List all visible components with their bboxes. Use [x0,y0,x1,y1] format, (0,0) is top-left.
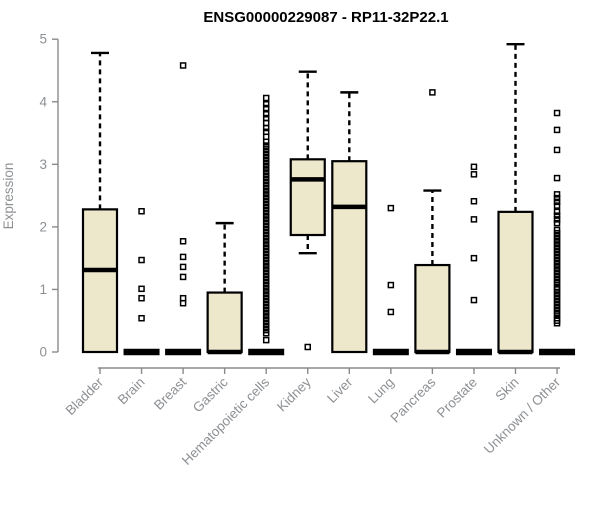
outlier-unknown-other-0 [553,109,561,117]
outlier-hematopoietic-cells-5 [262,119,270,127]
outlier-unknown-other-3 [553,174,561,182]
x-tick-label-pancreas: Pancreas [388,374,439,425]
y-tick-label-2: 2 [39,219,47,234]
outlier-brain-4 [138,314,145,322]
y-axis-label: Expression [1,163,16,230]
outlier-hematopoietic-cells-3 [262,111,270,118]
outlier-brain-2 [138,285,145,293]
box-liver [331,160,368,354]
x-tick-label-liver: Liver [324,374,356,406]
outlier-hematopoietic-cells-70 [262,329,270,337]
chart-title: ENSG00000229087 - RP11-32P22.1 [203,9,448,26]
outlier-brain-1 [138,256,145,264]
boxplot-liver [331,91,368,354]
x-tick-label-prostate: Prostate [434,375,480,421]
x-tick-label-kidney: Kidney [274,374,314,414]
outlier-lung-1 [387,281,395,289]
outlier-breast-4 [179,273,187,281]
outlier-brain-0 [138,207,145,215]
y-tick-label-0: 0 [39,345,47,360]
outlier-prostate-1 [470,171,478,178]
x-tick-label-lung: Lung [365,375,397,407]
x-tick-label-skin: Skin [492,375,521,404]
boxplot-bladder [81,51,119,354]
y-tick-label-1: 1 [39,282,47,297]
outlier-pancreas-0 [429,89,436,96]
outlier-hematopoietic-cells-4 [262,114,270,122]
box-kidney [289,158,326,237]
box-skin [497,210,534,354]
outlier-breast-5 [179,294,187,302]
flat-box-lung [372,348,409,356]
outlier-breast-2 [179,253,187,261]
outlier-unknown-other-10 [553,216,561,223]
y-tick-label-4: 4 [39,94,47,109]
outlier-unknown-other-8 [553,208,561,216]
outlier-hematopoietic-cells-9 [262,138,270,146]
box-marks [81,43,576,356]
boxplot-skin [497,43,534,355]
outlier-hematopoietic-cells-0 [262,94,270,102]
outlier-breast-1 [179,238,187,245]
outlier-unknown-other-9 [553,212,561,219]
box-bladder [81,208,119,354]
box-gastric [206,291,243,354]
outlier-prostate-5 [470,296,478,304]
outlier-breast-0 [179,62,187,69]
boxplot-lung [372,204,409,356]
outlier-breast-3 [179,263,187,271]
outlier-unknown-other-6 [553,198,561,206]
outlier-lung-2 [387,308,395,316]
outlier-unknown-other-7 [553,202,561,209]
outlier-unknown-other-1 [553,126,561,134]
outlier-lung-0 [387,204,395,212]
outlier-unknown-other-11 [553,219,561,227]
box-pancreas [414,263,451,354]
outlier-unknown-other-2 [553,146,561,154]
x-tick-label-brain: Brain [115,375,148,408]
outlier-unknown-other-4 [553,191,561,198]
x-tick-label-bladder: Bladder [63,374,107,418]
outlier-kidney-0 [304,343,311,351]
outlier-prostate-0 [470,163,478,171]
boxplot-kidney [289,70,326,351]
outlier-prostate-4 [470,254,478,262]
boxplot-pancreas [414,89,451,355]
boxplot-prostate [455,163,492,356]
y-tick-label-5: 5 [39,32,47,47]
x-tick-label-unknown-other: Unknown / Other [481,374,564,457]
outlier-unknown-other-39 [553,311,561,318]
outlier-hematopoietic-cells-6 [262,124,270,132]
flat-box-brain [123,348,160,356]
outlier-hematopoietic-cells-71 [262,336,270,344]
y-tick-label-3: 3 [39,157,47,172]
outlier-hematopoietic-cells-7 [262,128,270,136]
outlier-prostate-3 [470,216,478,223]
boxplot-gastric [206,221,243,355]
outlier-hematopoietic-cells-2 [262,104,270,112]
boxplot-brain [123,207,160,356]
flat-box-hematopoietic-cells [248,348,285,356]
outlier-unknown-other-5 [553,194,561,202]
outlier-unknown-other-29 [553,279,561,287]
boxplot-unknown-other [539,109,576,356]
outlier-prostate-2 [470,197,478,205]
x-tick-label-breast: Breast [151,374,189,412]
boxplot-breast [165,62,202,356]
flat-box-breast [165,348,202,356]
outlier-hematopoietic-cells-1 [262,101,270,108]
x-tick-label-gastric: Gastric [190,374,231,415]
flat-box-unknown-other [539,348,576,356]
flat-box-prostate [455,348,492,356]
outlier-hematopoietic-cells-8 [262,133,270,141]
outlier-brain-3 [138,294,145,302]
outlier-unknown-other-42 [553,319,561,327]
outlier-breast-6 [179,299,187,307]
boxplot-hematopoietic-cells [248,94,285,356]
